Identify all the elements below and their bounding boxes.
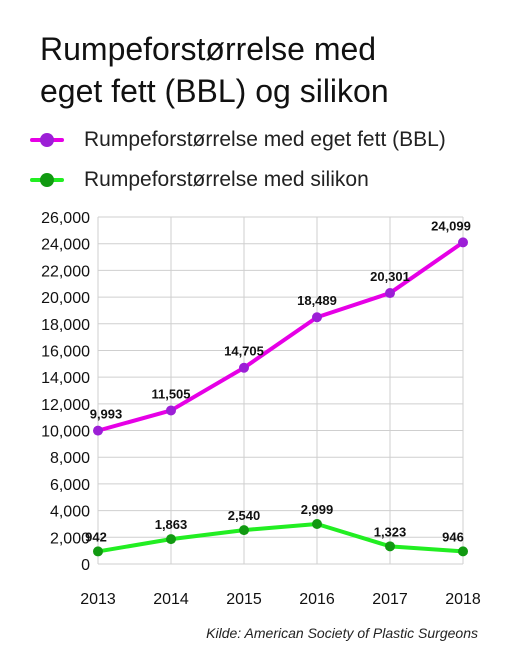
x-tick-label: 2013 bbox=[80, 591, 116, 608]
data-label: 1,323 bbox=[374, 524, 407, 539]
source-note: Kilde: American Society of Plastic Surge… bbox=[206, 625, 478, 641]
data-point bbox=[93, 546, 103, 557]
y-tick-label: 20,000 bbox=[41, 290, 90, 307]
data-point bbox=[312, 312, 322, 323]
chart-title: Rumpeforstørrelse med eget fett (BBL) og… bbox=[40, 28, 480, 112]
data-point bbox=[458, 546, 468, 557]
y-tick-label: 2,000 bbox=[50, 530, 90, 547]
legend-label-bbl: Rumpeforstørrelse med eget fett (BBL) bbox=[84, 128, 446, 151]
data-label: 2,999 bbox=[301, 502, 334, 517]
y-tick-label: 26,000 bbox=[41, 210, 90, 227]
data-label: 942 bbox=[85, 529, 107, 544]
data-label: 2,540 bbox=[228, 508, 261, 523]
y-tick-label: 24,000 bbox=[41, 237, 90, 254]
data-point bbox=[239, 362, 249, 373]
chart-legend: Rumpeforstørrelse med eget fett (BBL) Ru… bbox=[30, 120, 446, 200]
data-label: 14,705 bbox=[224, 344, 264, 359]
x-tick-label: 2016 bbox=[299, 591, 335, 608]
data-label: 9,993 bbox=[90, 407, 123, 422]
x-tick-label: 2017 bbox=[372, 591, 408, 608]
y-tick-label: 12,000 bbox=[41, 397, 90, 414]
data-point bbox=[458, 237, 468, 248]
data-point bbox=[93, 425, 103, 436]
legend-item-bbl: Rumpeforstørrelse med eget fett (BBL) bbox=[30, 120, 446, 160]
data-point bbox=[166, 405, 176, 416]
data-label: 1,863 bbox=[155, 517, 188, 532]
data-label: 11,505 bbox=[151, 386, 190, 401]
y-tick-label: 8,000 bbox=[50, 450, 90, 467]
y-tick-label: 18,000 bbox=[41, 317, 90, 334]
legend-swatch-bbl bbox=[30, 132, 64, 148]
x-tick-label: 2014 bbox=[153, 591, 189, 608]
legend-marker-silikon bbox=[40, 173, 54, 187]
x-tick-label: 2015 bbox=[226, 591, 262, 608]
data-label: 24,099 bbox=[431, 218, 471, 233]
legend-label-silikon: Rumpeforstørrelse med silikon bbox=[84, 168, 369, 191]
y-tick-label: 22,000 bbox=[41, 263, 90, 280]
legend-item-silikon: Rumpeforstørrelse med silikon bbox=[30, 160, 446, 200]
data-point bbox=[385, 288, 395, 299]
y-tick-label: 16,000 bbox=[41, 343, 90, 360]
chart-title-line-1: Rumpeforstørrelse med bbox=[40, 31, 377, 67]
y-tick-label: 6,000 bbox=[50, 477, 90, 494]
data-point bbox=[312, 518, 322, 529]
chart-title-line-2: eget fett (BBL) og silikon bbox=[40, 73, 389, 109]
data-point bbox=[385, 541, 395, 552]
series-line-silikon bbox=[96, 521, 465, 554]
y-tick-label: 0 bbox=[81, 557, 90, 574]
y-tick-label: 10,000 bbox=[41, 424, 90, 441]
data-point bbox=[239, 525, 249, 536]
y-tick-label: 4,000 bbox=[50, 504, 90, 521]
y-tick-label: 14,000 bbox=[41, 370, 90, 387]
data-label: 946 bbox=[442, 529, 464, 544]
data-label: 20,301 bbox=[370, 269, 410, 284]
legend-marker-bbl bbox=[40, 133, 54, 147]
series-line-bbl bbox=[96, 240, 465, 433]
x-tick-label: 2018 bbox=[445, 591, 481, 608]
data-point bbox=[166, 534, 176, 545]
data-label: 18,489 bbox=[297, 293, 337, 308]
legend-swatch-silikon bbox=[30, 172, 64, 188]
